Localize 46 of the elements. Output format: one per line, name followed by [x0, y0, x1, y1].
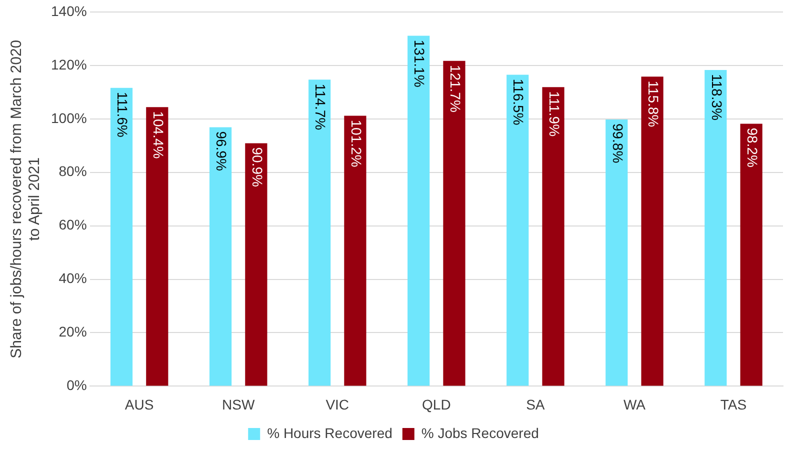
bar — [344, 116, 366, 386]
bar — [308, 80, 331, 386]
bar — [146, 107, 168, 386]
bar — [542, 87, 564, 386]
x-tick-label: NSW — [222, 396, 256, 412]
x-tick-label: QLD — [422, 396, 451, 412]
bar — [704, 70, 727, 386]
data-label: 115.8% — [645, 80, 662, 128]
y-tick-label: 120% — [50, 56, 87, 72]
bar — [209, 127, 232, 386]
data-label: 104.4% — [150, 111, 166, 159]
data-label: 111.6% — [114, 92, 131, 138]
y-tick-label: 60% — [58, 216, 87, 233]
data-label: 98.2% — [744, 128, 760, 168]
data-label: 90.9% — [249, 147, 266, 187]
bar — [506, 74, 529, 386]
data-label: 99.8% — [610, 123, 626, 164]
y-tick-label: 0% — [66, 377, 87, 394]
bar — [245, 143, 268, 386]
y-tick-label: 100% — [50, 110, 87, 126]
x-tick-label: VIC — [326, 396, 350, 412]
data-label: 96.9% — [214, 131, 230, 171]
bar — [408, 36, 430, 386]
data-label: 121.7% — [447, 64, 464, 112]
x-tick-label: TAS — [720, 396, 747, 412]
bar — [740, 124, 762, 386]
bar — [606, 119, 628, 386]
y-tick-label: 140% — [50, 2, 87, 19]
data-label: 116.5% — [510, 78, 527, 126]
bar — [443, 60, 466, 386]
x-tick-label: WA — [623, 396, 646, 412]
legend-label: % Hours Recovered — [267, 424, 392, 441]
y-tick-label: 40% — [58, 270, 87, 286]
y-tick-label: 80% — [58, 163, 87, 180]
legend-label: % Jobs Recovered — [421, 424, 539, 441]
bar — [641, 76, 664, 386]
x-tick-label: AUS — [124, 396, 154, 412]
x-tick-label: SA — [526, 396, 546, 412]
y-axis-title: Share of jobs/hours recovered from March 2020 to April 2021 — [8, 40, 44, 358]
y-tick-label: 20% — [58, 324, 87, 340]
data-label: 101.2% — [348, 120, 364, 168]
data-label: 131.1% — [412, 40, 428, 88]
data-label: 114.7% — [312, 84, 329, 130]
data-label: 118.3% — [708, 74, 725, 120]
data-label: 111.9% — [546, 91, 562, 137]
bar — [110, 88, 133, 386]
